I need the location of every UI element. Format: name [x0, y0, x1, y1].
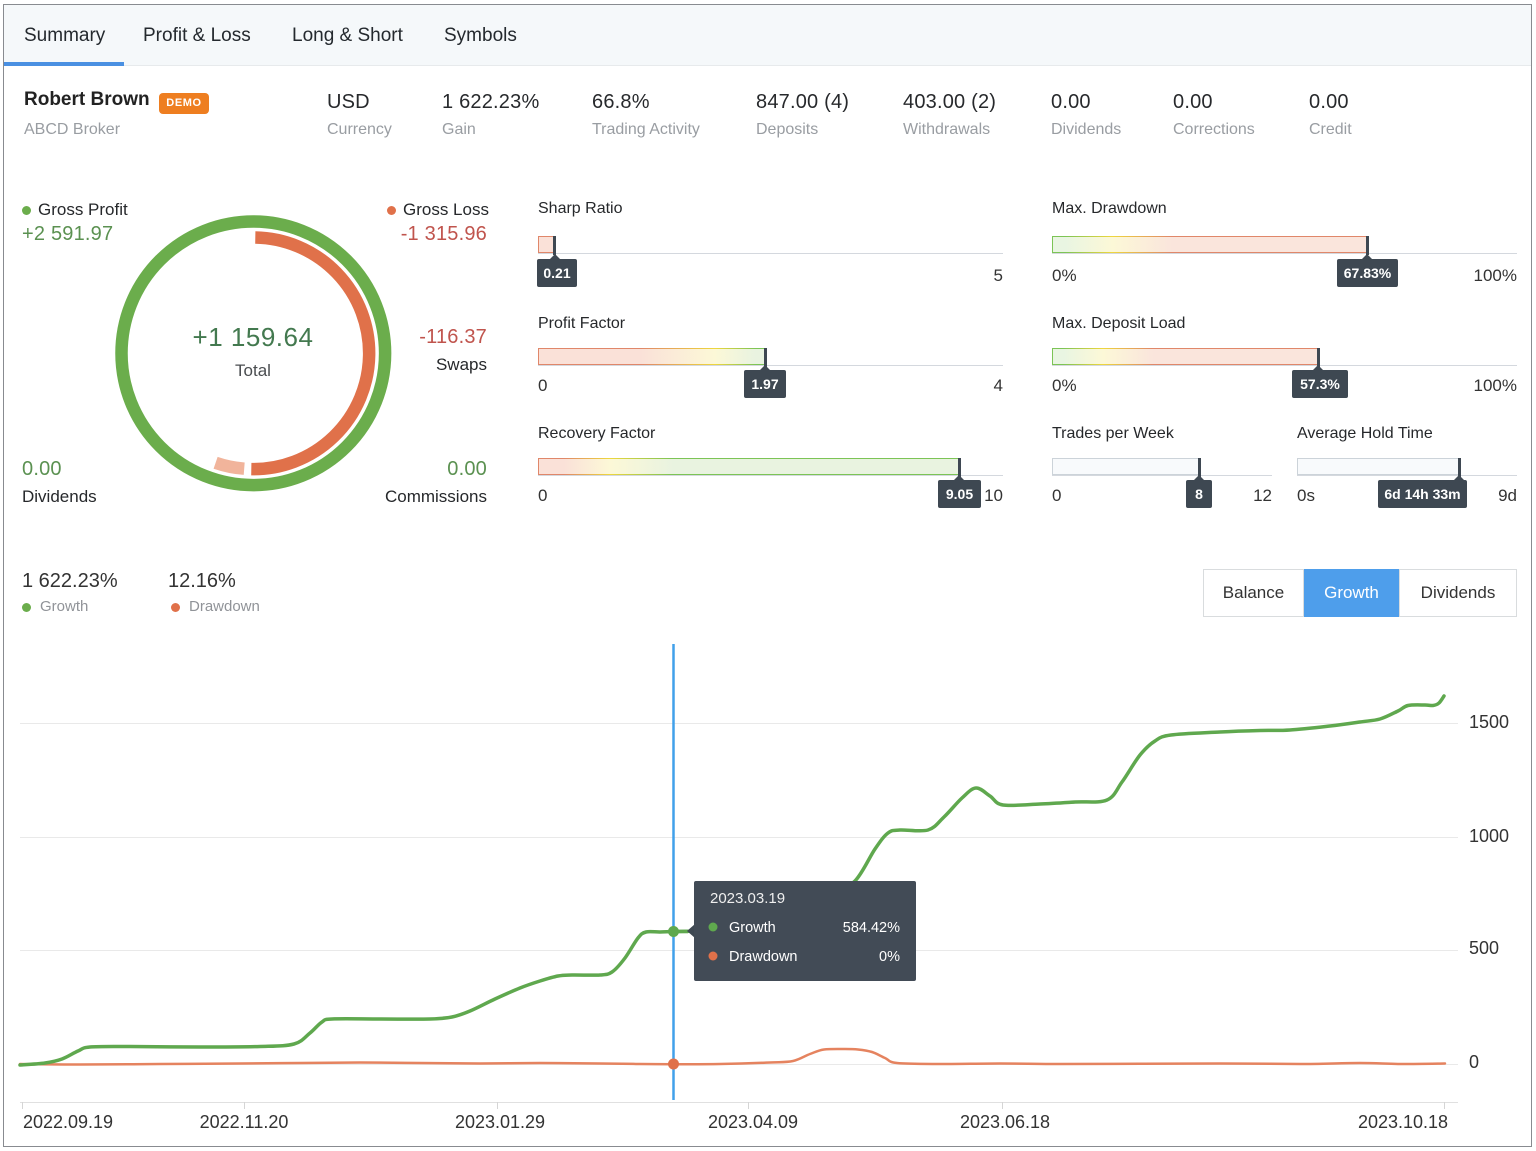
- svg-text:0%: 0%: [879, 949, 900, 965]
- svg-text:500: 500: [1469, 938, 1499, 958]
- svg-text:1000: 1000: [1469, 826, 1509, 846]
- svg-text:Growth: Growth: [729, 920, 776, 936]
- svg-text:Drawdown: Drawdown: [729, 949, 798, 965]
- svg-text:2023.10.18: 2023.10.18: [1358, 1112, 1448, 1132]
- svg-text:2023.06.18: 2023.06.18: [960, 1112, 1050, 1132]
- svg-text:584.42%: 584.42%: [843, 920, 900, 936]
- svg-text:0: 0: [1469, 1052, 1479, 1072]
- svg-text:2023.01.29: 2023.01.29: [455, 1112, 545, 1132]
- svg-text:2023.03.19: 2023.03.19: [710, 890, 785, 907]
- svg-text:2023.04.09: 2023.04.09: [708, 1112, 798, 1132]
- svg-text:2022.11.20: 2022.11.20: [200, 1112, 289, 1132]
- svg-text:2022.09.19: 2022.09.19: [23, 1112, 113, 1132]
- svg-text:1500: 1500: [1469, 712, 1509, 732]
